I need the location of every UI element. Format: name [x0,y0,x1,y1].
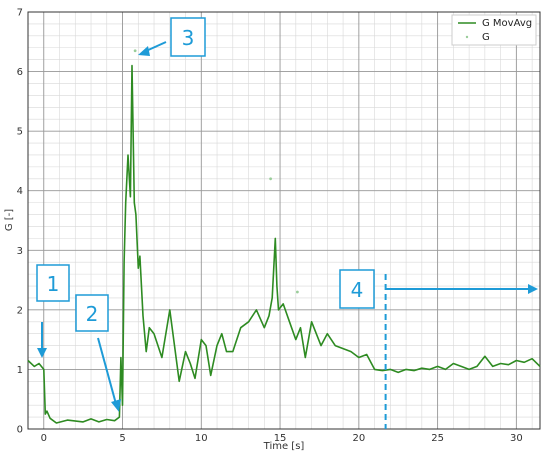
y-axis-ticks: 0 1 2 3 4 5 6 7 [17,8,23,436]
series-layer [27,49,541,424]
y-tick-label: 1 [17,365,23,376]
series-point-g [269,177,273,181]
y-tick-label: 0 [17,425,23,436]
series-point-g [133,49,137,53]
y-tick-label: 2 [17,305,23,316]
annotations: 1 2 3 4 [36,17,538,429]
y-tick-label: 3 [17,246,23,257]
callout-3-arrow [145,41,167,52]
legend-box [451,14,537,46]
y-tick-label: 6 [17,67,23,78]
callout-4-label: 4 [351,278,364,302]
legend-label-g: G [482,32,490,43]
callout-2-label: 2 [86,302,99,326]
legend-marker-g [465,35,469,39]
callout-3-arrowhead [138,46,150,56]
x-tick-label: 20 [352,433,365,444]
x-tick-label: 0 [41,433,47,444]
callout-4-arrowhead [528,284,538,294]
y-axis-label: G [-] [4,209,15,231]
callout-3-box [170,17,206,57]
y-tick-label: 5 [17,127,23,138]
callout-2-box [75,294,109,332]
x-axis-ticks: 0 5 10 15 20 25 30 [41,433,523,444]
y-tick-label: 4 [17,186,23,197]
x-tick-label: 5 [119,433,125,444]
callout-1-box [36,264,70,302]
callout-2-arrow [97,337,117,405]
series-point-g [295,290,299,294]
x-tick-label: 15 [274,433,287,444]
legend: G MovAvg G [451,14,537,46]
y-tick-label: 7 [17,8,23,19]
x-tick-label: 25 [431,433,444,444]
x-tick-label: 30 [510,433,523,444]
callout-2-arrowhead [111,399,121,412]
callout-1-label: 1 [47,272,60,296]
series-line-g-movavg [27,64,541,424]
legend-label-g-movavg: G MovAvg [482,18,532,29]
callout-1-arrowhead [37,348,47,358]
callout-3-label: 3 [182,26,195,50]
callout-4-box [339,269,375,309]
plot-frame [27,11,541,430]
x-axis-label: Time [s] [263,441,305,452]
x-tick-label: 10 [195,433,208,444]
